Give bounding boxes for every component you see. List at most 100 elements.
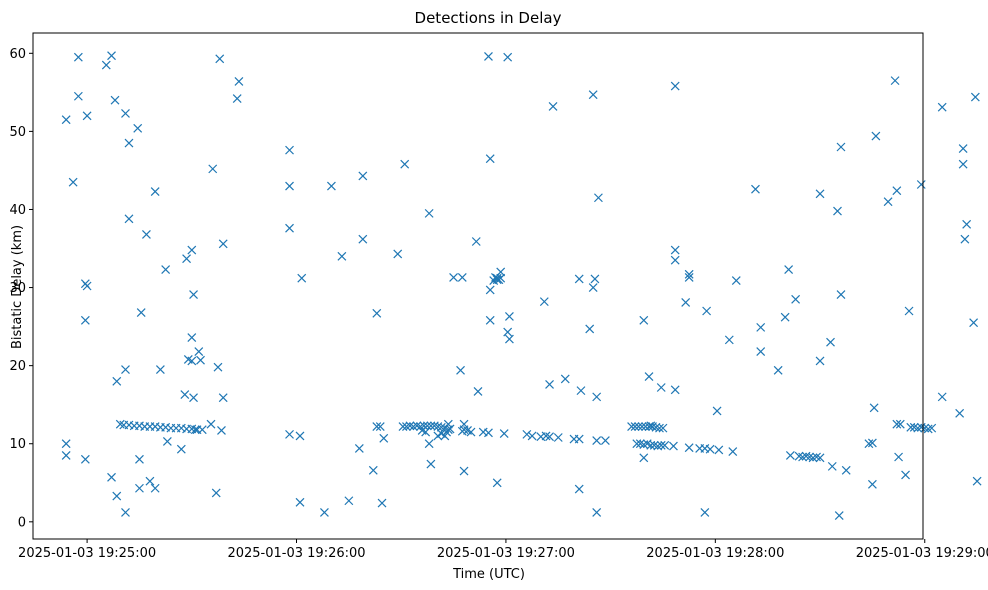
data-point [890, 76, 900, 86]
data-point [960, 234, 970, 244]
data-point [702, 306, 712, 316]
data-point [724, 335, 734, 345]
data-point [358, 234, 368, 244]
data-point [937, 392, 947, 402]
data-point [827, 461, 837, 471]
data-point [574, 484, 584, 494]
data-point [354, 443, 364, 453]
y-axis-label: Bistatic Delay (km) [10, 225, 25, 349]
data-point [955, 408, 965, 418]
data-point [637, 422, 647, 431]
data-point [101, 60, 111, 70]
data-point [372, 422, 382, 431]
data-point [731, 276, 741, 285]
data-point [234, 76, 244, 86]
data-point [82, 111, 92, 121]
data-point [867, 479, 877, 489]
data-point [409, 422, 418, 431]
data-point [588, 90, 598, 100]
data-point [115, 419, 125, 429]
data-point [429, 421, 439, 431]
data-point [213, 362, 223, 372]
y-tick-label: 60 [9, 47, 26, 62]
data-point [916, 180, 926, 189]
data-point [649, 440, 659, 450]
data-point [320, 508, 329, 517]
data-point [630, 422, 640, 431]
data-point [867, 438, 877, 448]
data-point [916, 422, 926, 432]
data-point [161, 265, 171, 275]
data-point [295, 431, 305, 441]
data-point [107, 472, 116, 482]
data-point [651, 422, 661, 432]
data-point [836, 142, 846, 152]
data-point [913, 423, 923, 433]
data-point [375, 422, 385, 431]
data-point [576, 386, 586, 396]
data-point [970, 92, 980, 102]
data-point [892, 419, 902, 429]
data-point [909, 422, 919, 432]
data-point [883, 197, 893, 207]
data-point [548, 101, 558, 111]
data-point [393, 249, 403, 259]
data-point [492, 478, 502, 488]
data-point [927, 423, 937, 433]
y-tick-label: 0 [18, 515, 26, 530]
data-point [121, 508, 130, 517]
data-point [136, 308, 146, 317]
data-point [206, 419, 216, 429]
data-point [142, 230, 151, 239]
data-point [424, 208, 434, 218]
data-point [969, 318, 979, 328]
y-axis: 0 10 20 30 40 50 60 [9, 47, 33, 530]
data-point [593, 193, 603, 203]
data-point [232, 94, 242, 104]
data-point [484, 428, 493, 438]
data-point [864, 439, 874, 449]
data-point [639, 453, 649, 463]
data-point [426, 421, 436, 431]
data-point [162, 436, 172, 446]
data-point [504, 334, 514, 344]
data-point [574, 274, 584, 284]
data-point [285, 181, 294, 191]
data-point [627, 422, 636, 431]
data-point [189, 393, 198, 403]
data-point [496, 267, 506, 277]
data-point [68, 177, 78, 187]
data-point [180, 390, 190, 399]
data-point [368, 465, 378, 475]
data-point [190, 425, 200, 435]
data-point [189, 290, 198, 300]
data-point [937, 102, 947, 112]
data-point [684, 272, 694, 282]
data-point [485, 154, 495, 164]
data-point [632, 439, 642, 449]
data-point [756, 322, 766, 332]
data-point [150, 187, 160, 196]
data-point [405, 421, 415, 431]
data-point [812, 452, 821, 462]
data-point [182, 254, 191, 264]
data-point [681, 297, 691, 307]
data-point [457, 272, 467, 282]
data-point [655, 423, 664, 433]
data-point [459, 466, 469, 476]
data-point [923, 424, 933, 434]
data-point [379, 433, 389, 443]
data-point [424, 439, 434, 449]
data-point [892, 186, 902, 196]
data-point [456, 365, 465, 375]
data-point [449, 272, 458, 282]
data-point [107, 51, 116, 61]
data-point [285, 223, 294, 233]
data-point [208, 164, 218, 174]
data-point [588, 283, 598, 292]
y-tick-label: 50 [9, 125, 26, 140]
data-point [836, 290, 846, 300]
data-point [73, 52, 83, 62]
data-point [61, 451, 71, 460]
data-point [644, 372, 654, 382]
